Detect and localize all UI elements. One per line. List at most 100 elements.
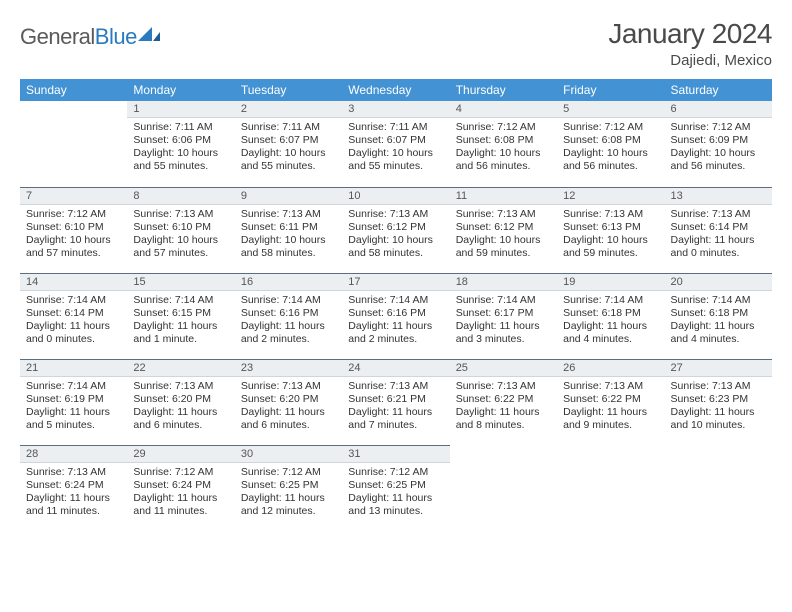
daylight-text: Daylight: 11 hours and 6 minutes. [241,406,336,432]
daylight-text: Daylight: 11 hours and 11 minutes. [26,492,121,518]
sunrise-text: Sunrise: 7:14 AM [241,294,336,307]
daylight-text: Daylight: 11 hours and 3 minutes. [456,320,551,346]
calendar-cell: 11Sunrise: 7:13 AMSunset: 6:12 PMDayligh… [450,187,557,273]
day-number: 21 [20,359,127,377]
sunrise-text: Sunrise: 7:13 AM [133,208,228,221]
sunset-text: Sunset: 6:16 PM [348,307,443,320]
day-body: Sunrise: 7:13 AMSunset: 6:24 PMDaylight:… [20,463,127,521]
day-body: Sunrise: 7:14 AMSunset: 6:14 PMDaylight:… [20,291,127,349]
sunrise-text: Sunrise: 7:13 AM [563,380,658,393]
calendar-cell: 22Sunrise: 7:13 AMSunset: 6:20 PMDayligh… [127,359,234,445]
day-number: 10 [342,187,449,205]
day-body: Sunrise: 7:12 AMSunset: 6:08 PMDaylight:… [557,118,664,176]
sunrise-text: Sunrise: 7:13 AM [241,208,336,221]
sunrise-text: Sunrise: 7:14 AM [563,294,658,307]
sunset-text: Sunset: 6:20 PM [241,393,336,406]
sunset-text: Sunset: 6:10 PM [133,221,228,234]
weekday-friday: Friday [557,79,664,101]
daylight-text: Daylight: 11 hours and 0 minutes. [26,320,121,346]
day-body: Sunrise: 7:13 AMSunset: 6:14 PMDaylight:… [665,205,772,263]
day-body: Sunrise: 7:14 AMSunset: 6:16 PMDaylight:… [342,291,449,349]
weekday-wednesday: Wednesday [342,79,449,101]
sunset-text: Sunset: 6:06 PM [133,134,228,147]
day-number: 9 [235,187,342,205]
calendar-cell: 12Sunrise: 7:13 AMSunset: 6:13 PMDayligh… [557,187,664,273]
daylight-text: Daylight: 11 hours and 2 minutes. [241,320,336,346]
day-body: Sunrise: 7:13 AMSunset: 6:22 PMDaylight:… [450,377,557,435]
sunset-text: Sunset: 6:24 PM [133,479,228,492]
day-number: 13 [665,187,772,205]
calendar-cell: 3Sunrise: 7:11 AMSunset: 6:07 PMDaylight… [342,101,449,187]
day-body: Sunrise: 7:13 AMSunset: 6:21 PMDaylight:… [342,377,449,435]
daylight-text: Daylight: 10 hours and 55 minutes. [348,147,443,173]
sunset-text: Sunset: 6:25 PM [241,479,336,492]
sunset-text: Sunset: 6:24 PM [26,479,121,492]
day-body: Sunrise: 7:12 AMSunset: 6:09 PMDaylight:… [665,118,772,176]
calendar-row: 7Sunrise: 7:12 AMSunset: 6:10 PMDaylight… [20,187,772,273]
page-header: GeneralBlue January 2024 Dajiedi, Mexico [20,18,772,69]
day-body: Sunrise: 7:11 AMSunset: 6:07 PMDaylight:… [235,118,342,176]
daylight-text: Daylight: 11 hours and 10 minutes. [671,406,766,432]
sunset-text: Sunset: 6:22 PM [563,393,658,406]
day-number: 26 [557,359,664,377]
day-number: 25 [450,359,557,377]
calendar-cell: 23Sunrise: 7:13 AMSunset: 6:20 PMDayligh… [235,359,342,445]
sunrise-text: Sunrise: 7:14 AM [133,294,228,307]
daylight-text: Daylight: 11 hours and 11 minutes. [133,492,228,518]
daylight-text: Daylight: 10 hours and 57 minutes. [26,234,121,260]
sunrise-text: Sunrise: 7:12 AM [671,121,766,134]
calendar-cell: 21Sunrise: 7:14 AMSunset: 6:19 PMDayligh… [20,359,127,445]
day-body: Sunrise: 7:11 AMSunset: 6:07 PMDaylight:… [342,118,449,176]
weekday-saturday: Saturday [665,79,772,101]
day-number: 28 [20,445,127,463]
sunset-text: Sunset: 6:14 PM [26,307,121,320]
day-body: Sunrise: 7:12 AMSunset: 6:25 PMDaylight:… [235,463,342,521]
daylight-text: Daylight: 10 hours and 55 minutes. [241,147,336,173]
sunrise-text: Sunrise: 7:14 AM [26,380,121,393]
calendar-cell: 8Sunrise: 7:13 AMSunset: 6:10 PMDaylight… [127,187,234,273]
calendar-cell: 20Sunrise: 7:14 AMSunset: 6:18 PMDayligh… [665,273,772,359]
day-body: Sunrise: 7:13 AMSunset: 6:20 PMDaylight:… [127,377,234,435]
sunrise-text: Sunrise: 7:14 AM [671,294,766,307]
calendar-cell: 4Sunrise: 7:12 AMSunset: 6:08 PMDaylight… [450,101,557,187]
day-body: Sunrise: 7:13 AMSunset: 6:12 PMDaylight:… [342,205,449,263]
sunrise-text: Sunrise: 7:14 AM [456,294,551,307]
sunset-text: Sunset: 6:15 PM [133,307,228,320]
calendar-cell: 25Sunrise: 7:13 AMSunset: 6:22 PMDayligh… [450,359,557,445]
calendar-cell: 24Sunrise: 7:13 AMSunset: 6:21 PMDayligh… [342,359,449,445]
daylight-text: Daylight: 10 hours and 56 minutes. [671,147,766,173]
daylight-text: Daylight: 11 hours and 7 minutes. [348,406,443,432]
day-number: 4 [450,101,557,118]
daylight-text: Daylight: 11 hours and 13 minutes. [348,492,443,518]
sunrise-text: Sunrise: 7:13 AM [671,208,766,221]
day-body: Sunrise: 7:13 AMSunset: 6:11 PMDaylight:… [235,205,342,263]
sunrise-text: Sunrise: 7:14 AM [348,294,443,307]
weekday-tuesday: Tuesday [235,79,342,101]
daylight-text: Daylight: 11 hours and 4 minutes. [671,320,766,346]
calendar-cell [450,445,557,531]
weekday-header-row: Sunday Monday Tuesday Wednesday Thursday… [20,79,772,101]
day-number: 30 [235,445,342,463]
calendar-cell [665,445,772,531]
brand-text-blue: Blue [95,24,137,49]
brand-logo: GeneralBlue [20,18,160,50]
daylight-text: Daylight: 10 hours and 55 minutes. [133,147,228,173]
calendar-cell [20,101,127,187]
calendar-cell: 1Sunrise: 7:11 AMSunset: 6:06 PMDaylight… [127,101,234,187]
calendar-cell: 18Sunrise: 7:14 AMSunset: 6:17 PMDayligh… [450,273,557,359]
day-body: Sunrise: 7:13 AMSunset: 6:20 PMDaylight:… [235,377,342,435]
daylight-text: Daylight: 10 hours and 58 minutes. [241,234,336,260]
sunset-text: Sunset: 6:20 PM [133,393,228,406]
day-body: Sunrise: 7:13 AMSunset: 6:12 PMDaylight:… [450,205,557,263]
sunset-text: Sunset: 6:08 PM [563,134,658,147]
sunset-text: Sunset: 6:11 PM [241,221,336,234]
day-body: Sunrise: 7:14 AMSunset: 6:18 PMDaylight:… [557,291,664,349]
sunset-text: Sunset: 6:12 PM [456,221,551,234]
calendar-cell: 27Sunrise: 7:13 AMSunset: 6:23 PMDayligh… [665,359,772,445]
sunrise-text: Sunrise: 7:12 AM [241,466,336,479]
brand-word-1: GeneralBlue [20,24,137,50]
calendar-cell: 30Sunrise: 7:12 AMSunset: 6:25 PMDayligh… [235,445,342,531]
day-number: 11 [450,187,557,205]
sunset-text: Sunset: 6:13 PM [563,221,658,234]
sunrise-text: Sunrise: 7:13 AM [671,380,766,393]
